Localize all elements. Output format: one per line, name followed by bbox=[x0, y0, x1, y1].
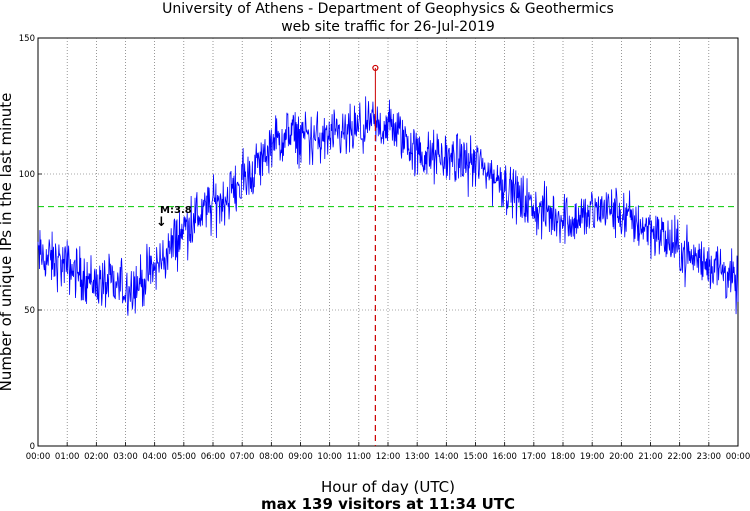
x-tick-label: 16:00 bbox=[492, 452, 517, 462]
x-tick-label: 15:00 bbox=[463, 452, 488, 462]
x-tick-label: 00:00 bbox=[726, 452, 750, 462]
peak-summary: max 139 visitors at 11:34 UTC bbox=[261, 495, 515, 511]
x-tick-label: 20:00 bbox=[609, 452, 634, 462]
vertical-gridlines bbox=[66, 38, 710, 446]
x-tick-label: 23:00 bbox=[697, 452, 722, 462]
earthquake-event-label: M:3.8 bbox=[160, 205, 192, 216]
x-tick-label: 22:00 bbox=[667, 452, 692, 462]
y-axis-title: Number of unique IPs in the last minute bbox=[0, 93, 15, 392]
earthquake-event-arrow-icon: ↓ bbox=[156, 215, 167, 230]
x-tick-label: 03:00 bbox=[113, 452, 138, 462]
x-tick-label: 18:00 bbox=[551, 452, 576, 462]
y-axis-ticks: 0 50 100 150 bbox=[19, 34, 42, 452]
x-tick-label: 17:00 bbox=[522, 452, 547, 462]
y-tick-label: 100 bbox=[19, 170, 35, 180]
x-tick-label: 11:00 bbox=[347, 452, 372, 462]
x-tick-label: 04:00 bbox=[142, 452, 167, 462]
x-tick-label: 01:00 bbox=[55, 452, 80, 462]
traffic-series-line bbox=[37, 96, 739, 316]
x-tick-label: 19:00 bbox=[580, 452, 605, 462]
x-tick-label: 08:00 bbox=[259, 452, 284, 462]
x-axis-title: Hour of day (UTC) bbox=[321, 478, 455, 496]
y-tick-label: 0 bbox=[30, 442, 35, 452]
x-tick-label: 14:00 bbox=[434, 452, 459, 462]
y-tick-label: 50 bbox=[24, 306, 35, 316]
x-tick-label: 05:00 bbox=[172, 452, 197, 462]
peak-value-marker bbox=[372, 64, 379, 72]
x-tick-label: 07:00 bbox=[230, 452, 255, 462]
x-tick-label: 10:00 bbox=[317, 452, 342, 462]
x-axis-ticks: 00:00 01:00 02:00 03:00 04:00 05:00 06:00 07:00… bbox=[26, 442, 750, 462]
x-tick-label: 06:00 bbox=[201, 452, 226, 462]
y-tick-label: 150 bbox=[19, 34, 35, 44]
x-tick-label: 00:00 bbox=[26, 452, 51, 462]
x-tick-label: 21:00 bbox=[638, 452, 663, 462]
chart-title: University of Athens - Department of Geo… bbox=[162, 1, 614, 17]
x-tick-label: 02:00 bbox=[84, 452, 109, 462]
chart-subtitle: web site traffic for 26-Jul-2019 bbox=[281, 19, 495, 35]
x-tick-label: 09:00 bbox=[288, 452, 313, 462]
x-tick-label: 13:00 bbox=[405, 452, 430, 462]
x-tick-label: 12:00 bbox=[376, 452, 401, 462]
